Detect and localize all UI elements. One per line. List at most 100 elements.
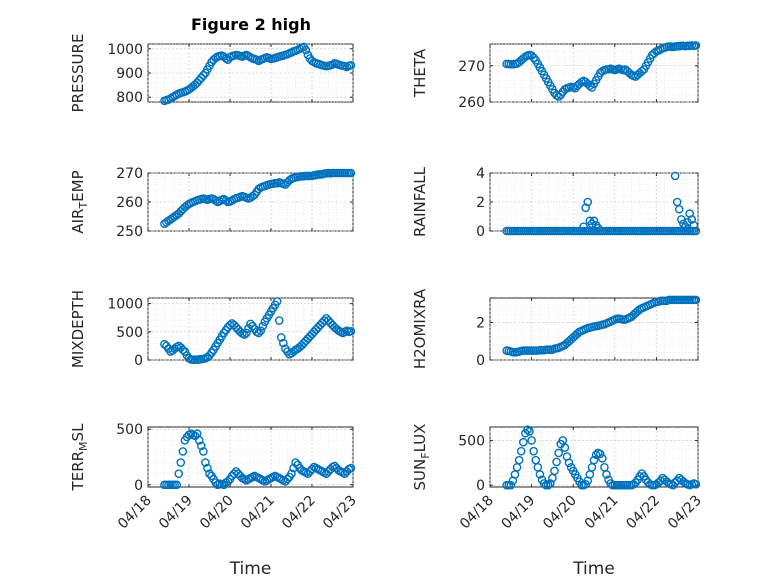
subplot-mixdepth-data-point [272,297,282,306]
subplot-mixdepth-data-point [346,326,356,336]
subplot-theta-ytick-label: 270 [458,59,485,75]
subplot-theta-data-point [554,92,563,101]
subplot-theta-ytick-label: 260 [458,95,485,111]
subplot-sun-flux-data-point [595,449,605,459]
subplot-terr-msl-data-point [196,441,206,451]
subplot-mixdepth-data-point [178,345,188,355]
subplot-rainfall-ytick-label: 4 [476,166,485,182]
subplot-rainfall-ylabel: RAINFALL [411,166,429,237]
subplot-terr-msl-ylabel: TERRMSL [69,423,90,492]
subplot-rainfall-data-point [583,197,593,207]
subplot-rainfall-data-point [581,203,590,213]
subplot-sun-flux-data-point [518,437,528,447]
subplot-sun-flux-ylabel: SUNFLUX [411,424,432,491]
subplot-air-temp: 250 260 270 AIRTEMP [69,166,356,240]
subplot-theta-data-point [527,51,536,60]
subplot-sun-flux-data-point [516,446,526,456]
subplot-h2omixra-ytick-label: 2 [476,315,485,331]
subplot-h2omixra-ylabel: H2OMIXRA [411,288,429,369]
subplot-sun-flux-xtick-label: 04/18 [457,493,497,533]
subplot-sun-flux-data-point [535,470,545,479]
subplot-terr-msl-data-point [201,458,210,467]
subplot-terr-msl-data-point [346,463,356,473]
subplot-sun-flux-data-point [523,425,532,434]
subplot-terr-msl-xtick-label: 04/23 [320,493,360,533]
subplot-mixdepth-ytick-label: 0 [134,353,143,369]
subplot-pressure-data-point [199,71,208,80]
subplot-rainfall-data-point [685,209,694,218]
subplot-sun-flux-ytick-label: 500 [458,433,485,449]
subplot-terr-msl-data-point [223,477,233,486]
subplot-theta-axes [489,43,699,103]
subplot-terr-msl-data-point [194,436,204,445]
subplot-rainfall-data-point [589,216,599,226]
subplot-terr-msl: 0 500 TERRMSL 04/18 04/19 04/20 04/21 04/22 04/2… [69,422,360,579]
subplot-theta-data-point [637,66,647,76]
subplot-mixdepth-data-point [254,328,264,338]
subplot-mixdepth-data-point [244,324,253,333]
subplot-sun-flux-data-point [539,479,549,488]
subplot-sun-flux-data-point [543,480,553,490]
subplot-terr-msl-xtick-label: 04/22 [279,493,319,533]
subplot-sun-flux-ytick-label: 0 [476,478,485,494]
subplot-theta-ylabel: THETA [411,48,429,98]
subplot-mixdepth-data-point [246,319,255,329]
subplot-terr-msl-xtick-label: 04/20 [197,493,237,533]
subplot-pressure-ylabel: PRESSURE [69,34,87,113]
subplot-sun-flux-data-point [546,479,555,488]
subplot-rainfall-data-point [689,220,699,230]
subplot-sun-flux-data-point [552,457,561,467]
subplot-mixdepth: 0 500 1000 MIXDEPTH [69,290,356,369]
subplot-theta-data-point [585,81,595,90]
subplot-sun-flux-data-point [525,427,534,436]
subplot-terr-msl-ytick-label: 0 [134,478,143,494]
subplot-sun-flux-xtick-label: 04/21 [582,493,622,533]
subplot-rainfall-ytick-label: 0 [476,224,485,240]
subplot-h2omixra-ytick-label: 0 [476,353,485,369]
subplot-air-temp-ytick-label: 270 [116,166,143,182]
subplot-mixdepth-data-point [240,330,249,339]
subplot-sun-flux-data-point [589,455,599,465]
subplot-terr-msl-data-point [307,464,317,474]
subplot-pressure-data-point [301,45,311,55]
subplot-air-temp-ytick-label: 250 [116,224,143,240]
subplot-mixdepth-data-point [274,316,284,325]
subplot-rainfall-data-point [687,215,697,224]
subplot-h2omixra-data-point [691,295,701,305]
subplot-air-temp-data-point [221,196,231,205]
subplot-h2omixra: 0 2 H2OMIXRA [411,288,701,369]
subplot-sun-flux-xtick-label: 04/20 [540,493,580,533]
subplot-sun-flux-data-point [564,458,574,468]
subplot-terr-msl-data-point [199,447,208,456]
subplot-rainfall-ytick-label: 2 [476,195,485,211]
subplot-theta-data-point [691,41,701,50]
subplot-air-temp-data-point [211,196,220,205]
subplot-rainfall-data-point [593,223,603,233]
subplot-terr-msl-xtick-label: 04/21 [238,493,278,533]
subplot-sun-flux-data-point [514,455,524,465]
subplot-mixdepth-data-point [276,333,286,342]
subplot-sun-flux-data-point [691,480,701,489]
subplot-rainfall-data-point [681,222,690,231]
subplot-rainfall-data-point [670,171,680,181]
subplot-sun-flux-data-point [591,450,601,460]
subplot-terr-msl-data-point [174,469,184,478]
subplot-sun-flux: 0 500 SUNFLUX 04/18 04/19 04/20 04/21 04/22 04/2… [411,424,705,579]
subplot-rainfall-data-point [674,204,684,214]
subplot-terr-msl-xtick-label: 04/18 [115,493,155,533]
subplot-sun-flux-xtick-label: 04/19 [499,493,539,533]
subplot-sun-flux-xtick-label: 04/22 [623,493,663,533]
subplot-air-temp-ytick-label: 260 [116,195,143,211]
subplot-mixdepth-ytick-label: 1000 [107,297,143,313]
subplot-terr-msl-data-point [205,469,214,478]
subplot-sun-flux-data-point [554,448,563,458]
subplot-air-temp-data-point [346,168,356,178]
subplot-terr-msl-data-point [291,458,300,467]
subplot-sun-flux-data-point [602,470,611,479]
subplot-sun-flux-data-point [529,446,538,456]
subplot-mixdepth-data-point [258,321,268,331]
subplot-rainfall-data-point [691,226,701,236]
subplot-pressure-ytick-label: 800 [116,90,143,106]
subplot-mixdepth-ylabel: MIXDEPTH [69,290,87,368]
